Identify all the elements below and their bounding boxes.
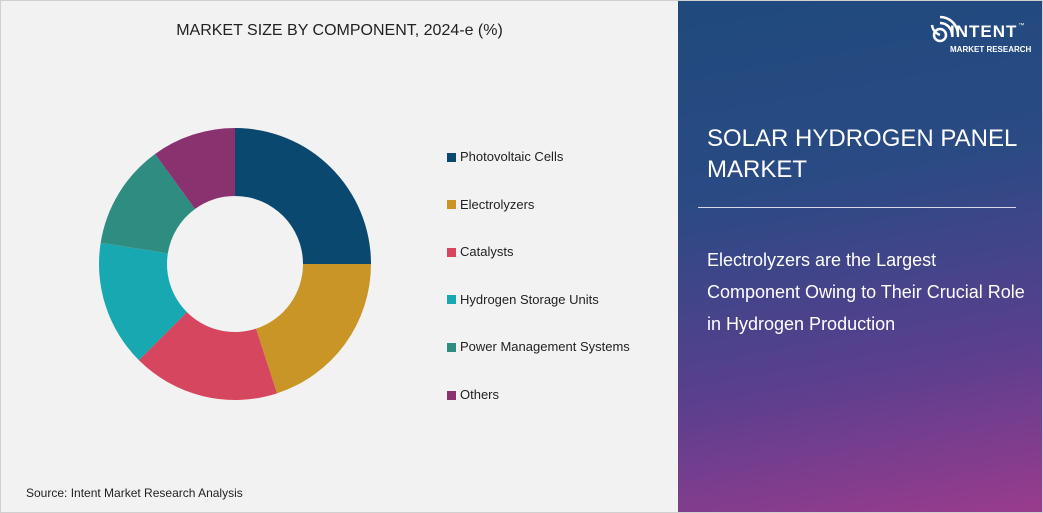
legend-swatch (447, 200, 456, 210)
legend-label: Others (460, 387, 500, 402)
slice-catalysts (138, 312, 278, 400)
chart-title: MARKET SIZE BY COMPONENT, 2024-e (%) (176, 22, 503, 39)
donut-chart (98, 128, 371, 400)
legend-swatch (447, 295, 456, 305)
legend-item: Others (447, 387, 499, 403)
legend-swatch (447, 390, 456, 400)
slice-electrolyzers (256, 264, 371, 394)
info-panel: INTENT ™ MARKET RESEARCH SOLAR HYDROGEN … (678, 1, 1042, 512)
legend-label: Hydrogen Storage Units (460, 291, 599, 307)
slice-power-management-systems (100, 153, 196, 254)
legend-swatch (447, 247, 456, 257)
logo-tm: ™ (1018, 23, 1025, 29)
key-insight: Electrolyzers are the Largest Component … (707, 250, 1025, 334)
divider (698, 207, 1016, 208)
logo-brand-row: INTENT ™ (950, 22, 1024, 42)
legend-swatch (447, 342, 456, 352)
slice-hydrogen-storage-units (98, 242, 187, 361)
legend-label: Catalysts (460, 244, 514, 260)
legend-item: Electrolyzers (447, 197, 534, 213)
legend-label: Photovoltaic Cells (460, 149, 564, 164)
logo-sub: MARKET RESEARCH (950, 45, 1032, 54)
slice-others (155, 128, 235, 209)
source-note: Source: Intent Market Research Analysis (26, 486, 243, 500)
signal-icon (930, 15, 958, 43)
legend-item: Power Management Systems (447, 339, 630, 355)
logo: INTENT ™ MARKET RESEARCH (928, 9, 1040, 57)
legend-label: Power Management Systems (460, 339, 630, 355)
legend-item: Hydrogen Storage Units (447, 292, 599, 308)
legend-label: Electrolyzers (460, 196, 535, 212)
legend-swatch (447, 152, 456, 162)
chart-area: MARKET SIZE BY COMPONENT, 2024-e (%) Pho… (1, 1, 678, 512)
legend-item: Photovoltaic Cells (447, 149, 563, 165)
logo-brand: INTENT (950, 22, 1018, 41)
legend-item: Catalysts (447, 244, 513, 260)
market-title: SOLAR HYDROGEN PANEL MARKET (707, 125, 1017, 183)
slice-photovoltaic-cells (235, 128, 371, 264)
